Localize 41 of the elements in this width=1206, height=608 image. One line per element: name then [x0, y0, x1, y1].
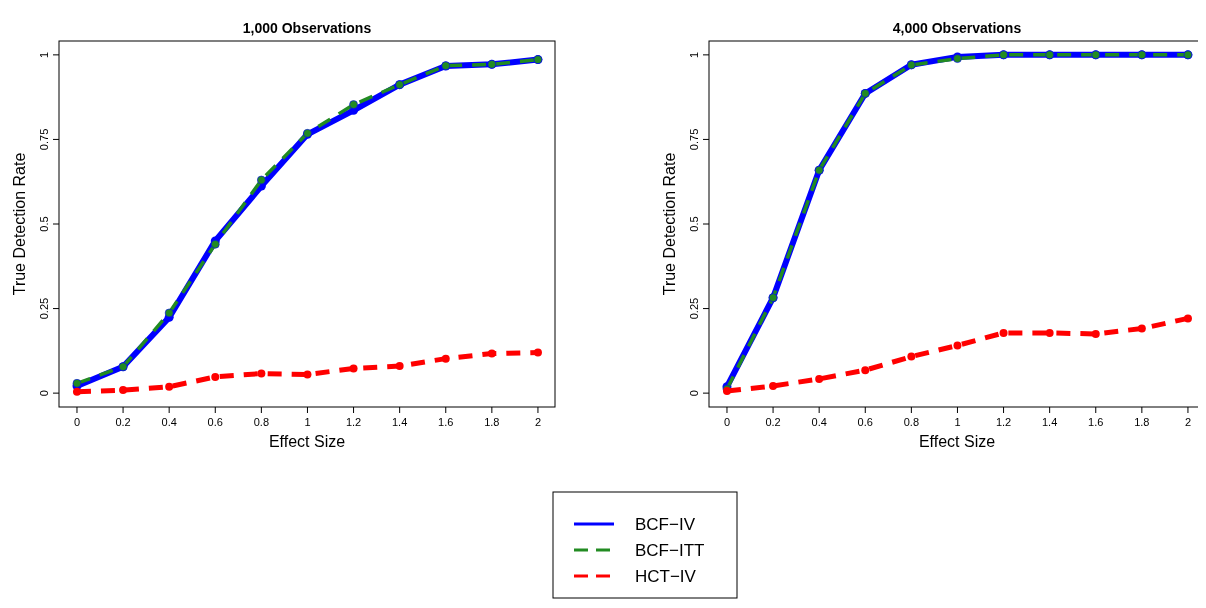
- x-tick-label: 0.8: [253, 416, 270, 428]
- x-tick-label: 1.6: [1088, 416, 1104, 428]
- x-tick-label: 1.8: [484, 416, 500, 428]
- chart-title: 1,000 Observations: [242, 20, 372, 36]
- x-tick-label: 1.4: [1042, 416, 1058, 428]
- y-tick-label: 0.75: [38, 128, 50, 151]
- x-tick-label: 0.6: [207, 416, 223, 428]
- x-tick-label: 0: [723, 416, 731, 428]
- chart-title: 4,000 Observations: [892, 20, 1022, 36]
- x-tick-label: 0.2: [115, 416, 131, 428]
- x-tick-label: 1.8: [1134, 416, 1150, 428]
- x-tick-label: 1.2: [345, 416, 362, 428]
- y-tick-label: 0.25: [38, 297, 50, 320]
- y-tick-label: 0.75: [688, 128, 700, 151]
- y-tick-label: 0: [688, 390, 700, 397]
- x-tick-label: 0: [73, 416, 81, 428]
- x-tick-label: 0.2: [765, 416, 781, 428]
- y-tick-label: 0.5: [38, 216, 50, 232]
- x-tick-label: 0.8: [903, 416, 920, 428]
- x-tick-label: 1.2: [995, 416, 1012, 428]
- y-tick-label: 1: [688, 51, 700, 58]
- x-axis-title: Effect Size: [268, 433, 346, 450]
- x-tick-label: 0.4: [811, 416, 827, 428]
- y-tick-label: 0.25: [688, 297, 700, 320]
- x-tick-label: 1: [954, 416, 961, 428]
- x-tick-label: 0.6: [857, 416, 873, 428]
- x-tick-label: 2: [534, 416, 542, 428]
- x-tick-label: 1.4: [392, 416, 408, 428]
- y-tick-label: 0: [38, 390, 50, 397]
- legend-label: BCF−ITT: [635, 541, 705, 560]
- x-tick-label: 0.4: [161, 416, 177, 428]
- legend-label: HCT−IV: [635, 567, 697, 586]
- legend-label: BCF−IV: [635, 515, 696, 534]
- x-tick-label: 1: [304, 416, 311, 428]
- y-axis-title: True Detection Rate: [661, 152, 678, 296]
- x-tick-label: 2: [1184, 416, 1192, 428]
- x-axis-title: Effect Size: [918, 433, 996, 450]
- y-tick-label: 1: [38, 51, 50, 58]
- y-tick-label: 0.5: [688, 216, 700, 232]
- y-axis-title: True Detection Rate: [11, 152, 28, 296]
- x-tick-label: 1.6: [438, 416, 454, 428]
